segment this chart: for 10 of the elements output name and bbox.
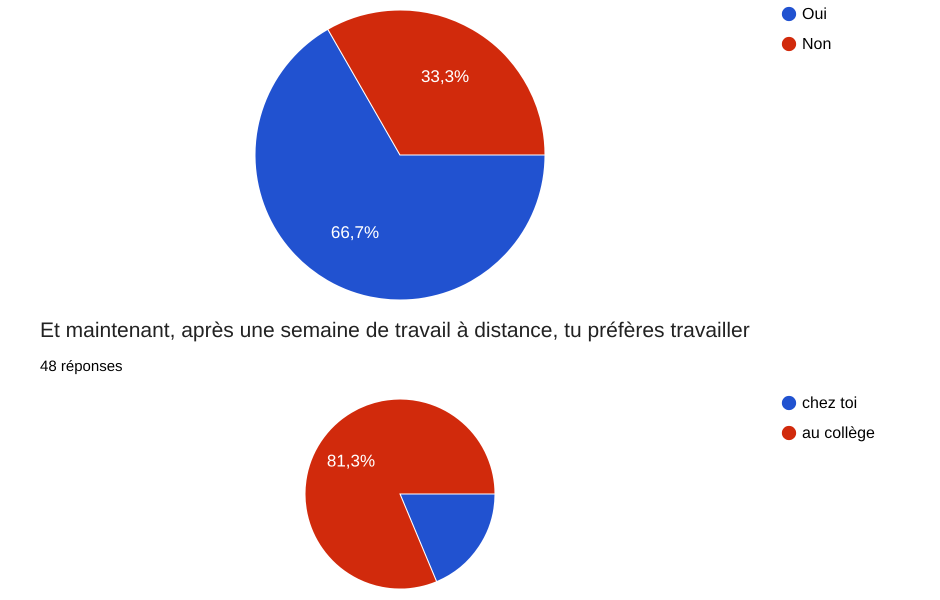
- legend-label: Non: [802, 36, 832, 53]
- legend-label: chez toi: [802, 395, 858, 412]
- pie-slice: [304, 398, 496, 590]
- data-label: 33,3%: [420, 67, 470, 86]
- data-label: 66,7%: [330, 222, 380, 242]
- legend-label: Oui: [802, 6, 827, 23]
- legend-label: au collège: [802, 425, 876, 442]
- chart-title: Et maintenant, après une semaine de travail à distance, tu préfères travailler: [40, 319, 750, 342]
- data-label: 81,3%: [326, 451, 376, 470]
- text: 48 réponses: [40, 358, 123, 375]
